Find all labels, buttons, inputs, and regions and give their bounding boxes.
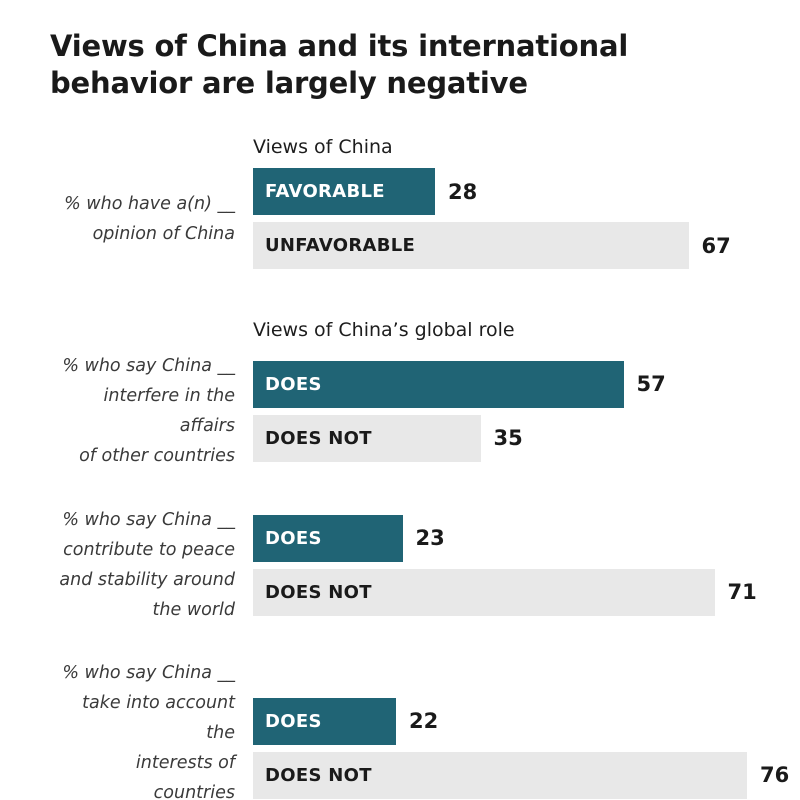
bar-row: DOES NOT 35 <box>253 414 800 462</box>
bar-value: 35 <box>493 426 523 450</box>
bar-row: FAVORABLE 28 <box>253 168 800 215</box>
bar-value: 23 <box>415 526 445 550</box>
bar-row: DOES 23 <box>253 514 800 562</box>
bar-value: 67 <box>701 233 731 258</box>
section-row: % who say China __ contribute to peace and… <box>50 505 800 625</box>
bar-label: DOES NOT <box>265 427 372 449</box>
bar-does: DOES <box>253 514 403 562</box>
bar-favorable: FAVORABLE <box>253 168 435 215</box>
bars-group: FAVORABLE 28 UNFAVORABLE 67 <box>253 168 800 269</box>
bar-does: DOES <box>253 360 624 408</box>
chart-section: Views of China % who have a(n) __ opinion… <box>50 136 800 269</box>
section-header: Views of China’s global role <box>253 319 515 341</box>
bar-value: 57 <box>636 372 666 396</box>
section-header: Views of China <box>253 136 393 158</box>
bar-value: 71 <box>727 580 757 604</box>
bar-label: UNFAVORABLE <box>265 235 416 256</box>
bar-row: DOES 57 <box>253 360 800 408</box>
chart-title: Views of China and its international beha… <box>50 28 770 102</box>
chart-section: Views of China’s global role % who say C… <box>50 319 800 471</box>
chart-body: Views of China % who have a(n) __ opinion… <box>50 136 800 800</box>
bar-row: DOES NOT 76 <box>253 751 800 799</box>
bar-value: 28 <box>448 179 478 204</box>
row-label: % who say China __ interfere in the affai… <box>62 356 235 466</box>
bar-row: UNFAVORABLE 67 <box>253 222 800 269</box>
bars-group: DOES 23 DOES NOT 71 <box>253 514 800 616</box>
chart-section: % who say China __ take into account the i… <box>50 658 800 800</box>
bar-does-not: DOES NOT <box>253 414 481 462</box>
section-row: % who have a(n) __ opinion of China FAVOR… <box>50 168 800 269</box>
bar-label: FAVORABLE <box>265 181 385 202</box>
row-label: % who say China __ take into account the i… <box>62 663 235 800</box>
bar-row: DOES NOT 71 <box>253 568 800 616</box>
bar-value: 76 <box>760 763 790 787</box>
section-row: % who say China __ take into account the i… <box>50 658 800 800</box>
row-label: % who say China __ contribute to peace and… <box>59 510 235 620</box>
bar-label: DOES <box>265 710 322 732</box>
bar-label: DOES NOT <box>265 581 372 603</box>
row-label: % who have a(n) __ opinion of China <box>64 193 235 244</box>
bar-value: 22 <box>409 709 439 733</box>
bar-unfavorable: UNFAVORABLE <box>253 222 689 269</box>
section-row: % who say China __ interfere in the affai… <box>50 351 800 471</box>
bar-label: DOES <box>265 527 322 549</box>
bar-label: DOES <box>265 373 322 395</box>
bar-does: DOES <box>253 697 396 745</box>
chart-title-line2: behavior are largely negative <box>50 66 528 100</box>
bars-group: DOES 22 DOES NOT 76 <box>253 697 800 799</box>
bar-does-not: DOES NOT <box>253 568 715 616</box>
chart-title-line1: Views of China and its international <box>50 29 629 63</box>
bar-does-not: DOES NOT <box>253 751 747 799</box>
bar-label: DOES NOT <box>265 764 372 786</box>
chart-section: % who say China __ contribute to peace and… <box>50 505 800 625</box>
bars-group: DOES 57 DOES NOT 35 <box>253 360 800 462</box>
bar-row: DOES 22 <box>253 697 800 745</box>
